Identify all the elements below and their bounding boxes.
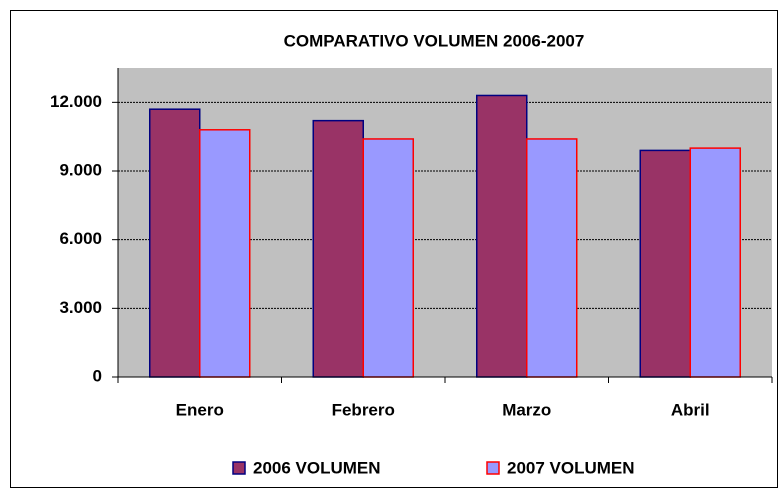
legend-swatch [486,461,500,475]
y-tick-label: 0 [93,366,102,385]
x-tick-label: Marzo [502,400,551,419]
bar [476,94,528,378]
legend-label: 2007 VOLUMEN [507,458,635,477]
legend-swatch [232,461,246,475]
y-tick-label: 12.000 [50,92,102,111]
legend-label: 2006 VOLUMEN [253,458,381,477]
chart-title: COMPARATIVO VOLUMEN 2006-2007 [284,31,585,50]
bar [526,138,578,378]
y-tick-label: 9.000 [59,160,102,179]
y-tick-label: 3.000 [59,298,102,317]
y-tick-label: 6.000 [59,229,102,248]
bar [639,149,691,378]
x-tick-label: Abril [671,400,710,419]
bar [689,147,741,378]
bar [199,129,251,378]
x-tick-label: Febrero [332,400,395,419]
bar [312,119,364,378]
x-tick-label: Enero [176,400,224,419]
bar [362,138,414,378]
bar [149,108,201,378]
